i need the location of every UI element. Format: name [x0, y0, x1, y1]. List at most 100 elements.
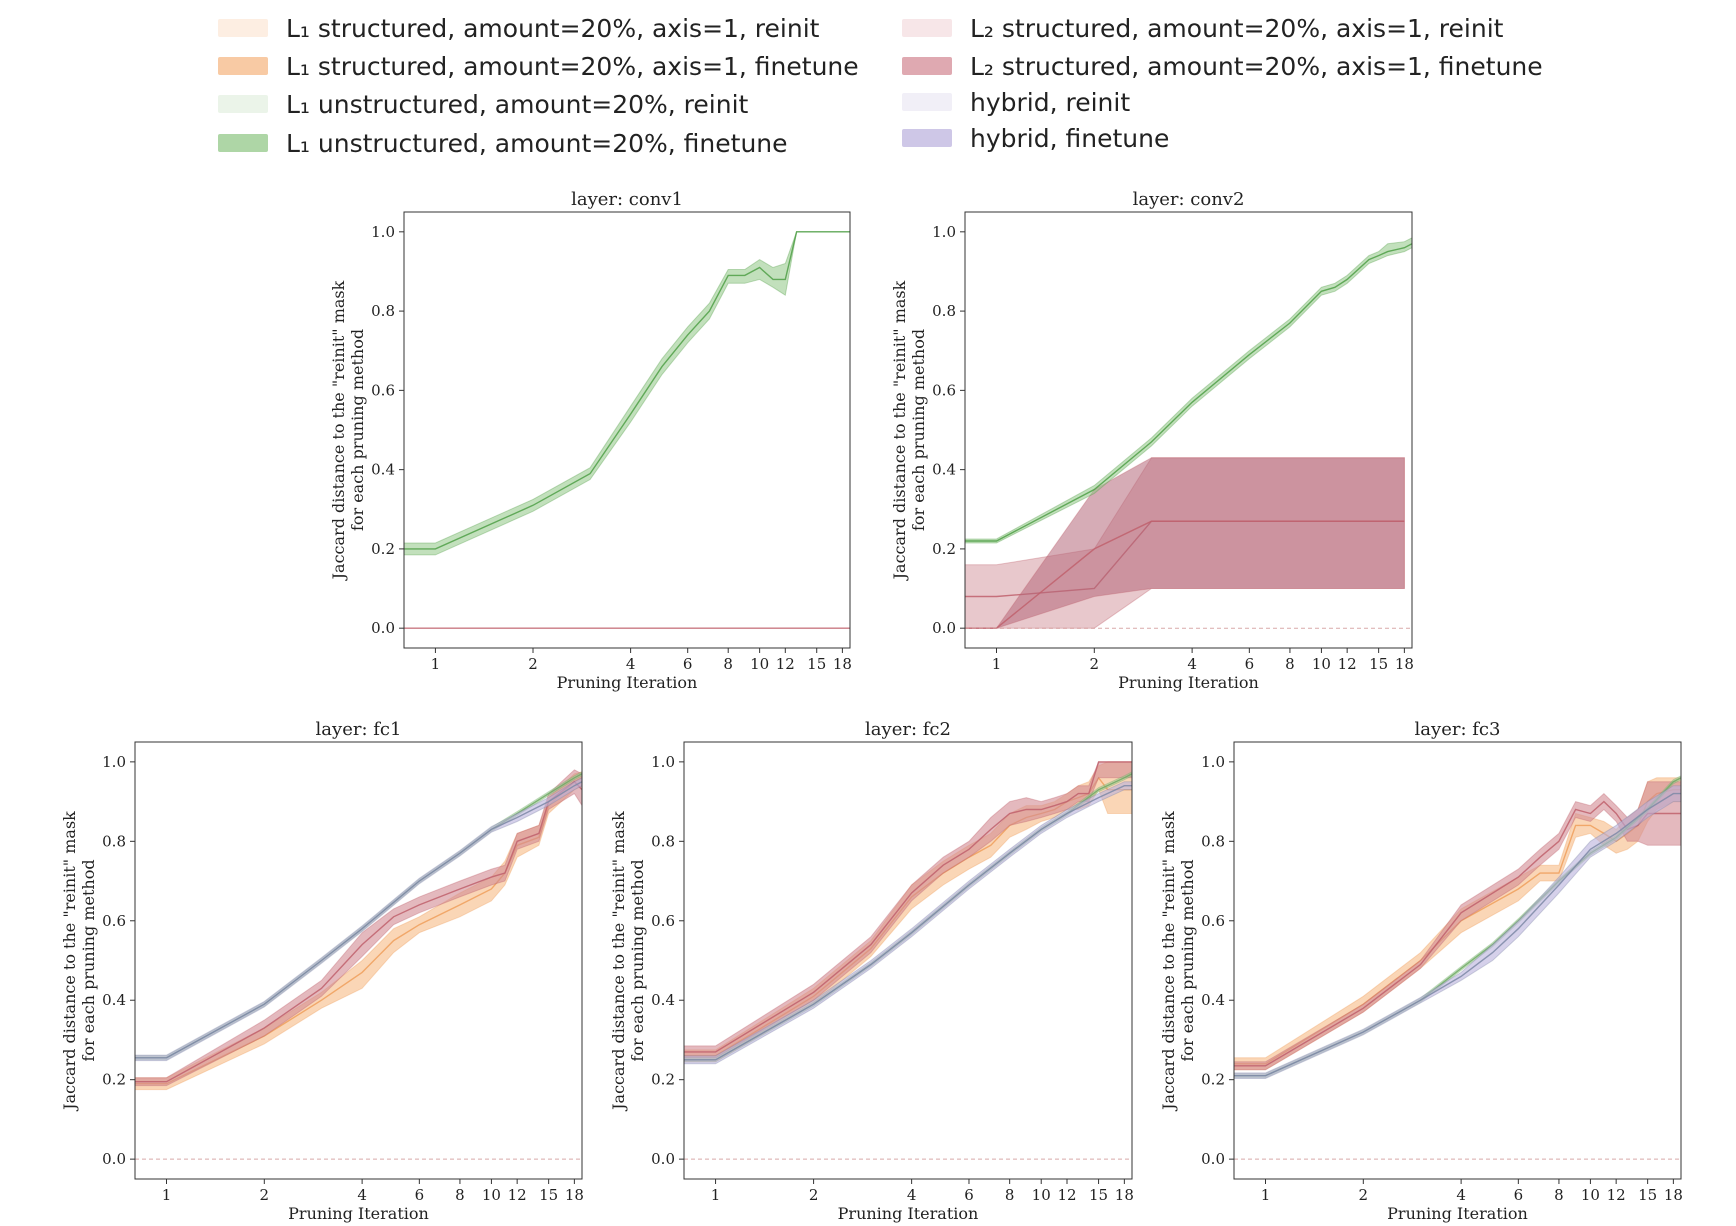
y-tick-label: 1.0 — [651, 753, 675, 771]
x-tick-label: 2 — [809, 1186, 819, 1204]
y-tick-label: 0.0 — [651, 1150, 675, 1168]
x-tick-label: 6 — [683, 655, 693, 673]
x-tick-label: 6 — [1514, 1186, 1524, 1204]
y-axis-label: Jaccard distance to the "reinit" mask — [890, 280, 909, 581]
y-tick-label: 0.0 — [932, 619, 956, 637]
legend-label: L₁ structured, amount=20%, axis=1, finet… — [286, 51, 859, 81]
y-tick-label: 0.8 — [1201, 832, 1225, 850]
legend-swatch — [218, 19, 268, 37]
line-hybrid-finetune — [135, 781, 582, 1059]
legend-swatch — [902, 57, 952, 75]
y-axis-label: for each pruning method — [909, 329, 928, 531]
y-tick-label: 0.4 — [371, 461, 395, 479]
x-tick-label: 6 — [964, 1186, 974, 1204]
plot-area — [404, 231, 850, 629]
y-tick-label: 0.0 — [1201, 1150, 1225, 1168]
line-l2-structured-amount-20-axis-1-finetune — [965, 520, 1405, 629]
y-tick-label: 0.2 — [932, 540, 956, 558]
band-l2-structured-amount-20-axis-1-finetune — [965, 457, 1405, 629]
x-tick-label: 10 — [482, 1186, 501, 1204]
x-tick-label: 6 — [1245, 655, 1255, 673]
band-hybrid-finetune — [1234, 785, 1681, 1079]
x-tick-label: 4 — [907, 1186, 917, 1204]
y-axis-label: Jaccard distance to the "reinit" mask — [1159, 811, 1178, 1112]
series-l1-unstructured-amount-20-finetune — [404, 231, 850, 556]
legend-swatch — [902, 19, 952, 37]
x-tick-label: 10 — [1032, 1186, 1051, 1204]
legend-item-hybrid-finetune: hybrid, finetune — [902, 120, 1169, 156]
axes-frame — [1233, 741, 1682, 1180]
x-tick-label: 8 — [1005, 1186, 1015, 1204]
x-tick-label: 15 — [539, 1186, 558, 1204]
series-l1-unstructured-amount-20-finetune — [965, 237, 1412, 544]
x-tick-label: 15 — [1638, 1186, 1657, 1204]
band-l1-structured-amount-20-axis-1-finetune — [135, 771, 582, 1091]
legend: L₁ structured, amount=20%, axis=1, reini… — [0, 0, 1736, 160]
x-axis-label: Pruning Iteration — [557, 673, 698, 692]
x-tick-label: 1 — [431, 655, 441, 673]
legend-label: hybrid, finetune — [970, 123, 1170, 153]
x-tick-label: 6 — [415, 1186, 425, 1204]
y-tick-label: 0.6 — [102, 912, 126, 930]
legend-item-l1-structured-reinit: L₁ structured, amount=20%, axis=1, reini… — [218, 10, 819, 46]
y-tick-label: 1.0 — [371, 223, 395, 241]
x-tick-label: 4 — [626, 655, 636, 673]
y-tick-label: 0.8 — [932, 302, 956, 320]
y-axis-label: for each pruning method — [348, 329, 367, 531]
series-l2-structured-amount-20-axis-1-finetune — [1234, 781, 1681, 1071]
legend-label: L₁ unstructured, amount=20%, finetune — [286, 128, 788, 158]
y-tick-label: 0.2 — [102, 1071, 126, 1089]
plot-area — [965, 237, 1412, 629]
axes-frame — [134, 741, 583, 1180]
y-tick-label: 0.4 — [932, 461, 956, 479]
band-l2-structured-amount-20-axis-1-finetune — [1234, 781, 1681, 1071]
series-l2-structured-amount-20-axis-1-finetune — [135, 769, 582, 1087]
x-tick-label: 4 — [1187, 655, 1197, 673]
y-tick-label: 0.8 — [102, 832, 126, 850]
legend-item-l1-unstructured-finetune: L₁ unstructured, amount=20%, finetune — [218, 125, 788, 161]
y-tick-label: 0.6 — [1201, 912, 1225, 930]
x-tick-label: 4 — [357, 1186, 367, 1204]
series-hybrid-finetune — [684, 781, 1132, 1065]
band-l1-unstructured-amount-20-finetune — [404, 231, 850, 556]
x-tick-label: 18 — [1115, 1186, 1134, 1204]
chart-title: layer: fc2 — [865, 719, 951, 740]
y-tick-label: 1.0 — [1201, 753, 1225, 771]
x-tick-label: 18 — [1664, 1186, 1683, 1204]
x-tick-label: 12 — [1607, 1186, 1626, 1204]
y-tick-label: 0.8 — [651, 832, 675, 850]
x-axis-label: Pruning Iteration — [288, 1204, 429, 1223]
x-tick-label: 8 — [1554, 1186, 1564, 1204]
x-tick-label: 1 — [711, 1186, 721, 1204]
line-l2-structured-amount-20-axis-1-finetune — [135, 780, 582, 1083]
legend-swatch — [902, 93, 952, 111]
x-tick-label: 10 — [750, 655, 769, 673]
y-tick-label: 0.2 — [651, 1071, 675, 1089]
legend-label: L₁ structured, amount=20%, axis=1, reini… — [286, 13, 820, 43]
y-axis-label: for each pruning method — [79, 859, 98, 1061]
x-tick-label: 1 — [1261, 1186, 1271, 1204]
y-tick-label: 0.4 — [1201, 991, 1225, 1009]
x-tick-label: 10 — [1312, 655, 1331, 673]
y-tick-label: 0.0 — [102, 1150, 126, 1168]
x-axis-label: Pruning Iteration — [1118, 673, 1259, 692]
x-tick-label: 4 — [1456, 1186, 1466, 1204]
plot-area — [135, 769, 582, 1160]
y-tick-label: 0.0 — [371, 619, 395, 637]
x-tick-label: 18 — [565, 1186, 584, 1204]
legend-item-l1-unstructured-reinit: L₁ unstructured, amount=20%, reinit — [218, 86, 748, 122]
y-axis-label: Jaccard distance to the "reinit" mask — [609, 811, 628, 1112]
y-tick-label: 0.2 — [371, 540, 395, 558]
y-tick-label: 0.6 — [651, 912, 675, 930]
x-tick-label: 1 — [992, 655, 1002, 673]
axes-frame — [964, 211, 1413, 649]
legend-swatch — [218, 134, 268, 152]
x-tick-label: 15 — [1369, 655, 1388, 673]
x-tick-label: 8 — [455, 1186, 465, 1204]
legend-label: L₂ structured, amount=20%, axis=1, finet… — [970, 51, 1543, 81]
y-tick-label: 0.8 — [371, 302, 395, 320]
